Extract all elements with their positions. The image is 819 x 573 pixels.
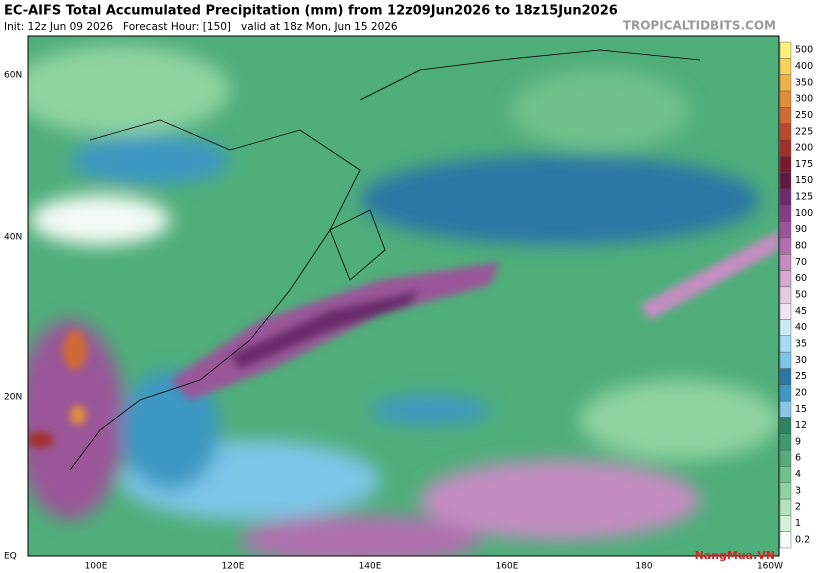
site-name: TROPICALTIDBITS.COM [623,19,776,33]
colorbar-label: 40 [795,322,807,333]
colorbar-swatch [779,302,792,320]
colorbar-label: 70 [795,257,807,268]
colorbar-label: 2 [795,502,801,513]
map-frame [27,35,780,557]
colorbar-swatch [779,237,792,255]
colorbar-swatch [779,368,792,385]
lat-label: 20N [4,393,22,403]
watermark: NangMua.VN [695,549,775,562]
lon-label: 120E [222,562,245,572]
colorbar-swatch [779,384,792,402]
colorbar-swatch [779,515,792,532]
colorbar-label: 30 [795,355,807,366]
colorbar-swatch [779,498,792,516]
colorbar-swatch [779,286,792,304]
lat-label: 40N [4,233,22,243]
colorbar-label: 125 [795,192,813,203]
colorbar-swatch [779,417,792,434]
lat-label: 60N [4,71,22,81]
colorbar-label: 200 [795,143,813,154]
colorbar-swatch [779,433,792,451]
colorbar-swatch [779,400,792,418]
colorbar-label: 0.2 [795,534,810,545]
colorbar-label: 45 [795,306,807,317]
colorbar-swatch [779,531,792,549]
colorbar-swatch [779,482,792,500]
colorbar-label: 500 [795,45,813,56]
colorbar-swatch [779,205,792,222]
colorbar-swatch [779,107,792,124]
colorbar-label: 12 [795,420,807,431]
lon-label: 160E [496,562,519,572]
colorbar-label: 1 [795,518,801,529]
colorbar-swatch [779,90,792,108]
colorbar-label: 100 [795,208,813,219]
title: EC-AIFS Total Accumulated Precipitation … [4,4,618,19]
colorbar-swatch [779,449,792,467]
colorbar-swatch [779,139,792,157]
colorbar-label: 25 [795,371,807,382]
lon-label: 180 [635,562,652,572]
lon-label: 140E [359,562,382,572]
colorbar-swatch [779,270,792,288]
lon-label: 160W [757,562,783,572]
colorbar-label: 90 [795,224,807,235]
colorbar-label: 35 [795,338,807,349]
subtitle: Init: 12z Jun 09 2026 Forecast Hour: [15… [4,21,398,33]
precip-field [28,36,779,556]
colorbar-swatch [779,172,792,190]
colorbar-label: 225 [795,126,813,137]
colorbar-swatch [779,319,792,337]
colorbar-swatch [779,41,792,59]
colorbar-swatch [779,188,792,206]
colorbar-label: 4 [795,469,801,480]
colorbar-label: 20 [795,387,807,398]
colorbar-swatch [779,156,792,173]
colorbar-swatch [779,221,792,239]
lon-label: 100E [85,562,108,572]
colorbar: 0.21234691215202530354045506070809010012… [779,41,813,549]
colorbar-swatch [779,335,792,353]
colorbar-label: 150 [795,175,813,186]
colorbar-swatch [779,351,792,369]
colorbar-label: 250 [795,110,813,121]
colorbar-swatch [779,74,792,92]
colorbar-label: 60 [795,273,807,284]
colorbar-label: 3 [795,485,801,496]
colorbar-label: 300 [795,94,813,105]
colorbar-label: 175 [795,159,813,170]
colorbar-swatch [779,466,792,483]
colorbar-swatch [779,58,792,75]
colorbar-label: 6 [795,453,801,464]
colorbar-label: 9 [795,436,801,447]
colorbar-label: 50 [795,290,807,301]
colorbar-label: 400 [795,61,813,72]
colorbar-swatch [779,253,792,271]
colorbar-swatch [779,123,792,141]
lat-label: EQ [4,552,17,562]
colorbar-label: 80 [795,241,807,252]
colorbar-label: 15 [795,404,807,415]
colorbar-label: 350 [795,77,813,88]
